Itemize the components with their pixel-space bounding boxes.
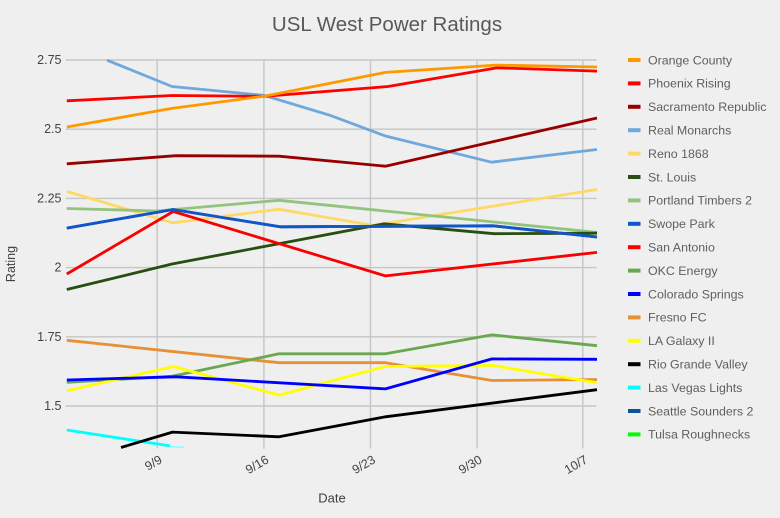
svg-text:Phoenix Rising: Phoenix Rising <box>648 77 731 91</box>
svg-text:2.5: 2.5 <box>44 122 61 136</box>
svg-text:Reno 1868: Reno 1868 <box>648 147 709 161</box>
svg-text:1.5: 1.5 <box>44 399 61 413</box>
svg-text:2.75: 2.75 <box>37 53 61 67</box>
svg-text:Portland Timbers 2: Portland Timbers 2 <box>648 194 752 208</box>
svg-text:St. Louis: St. Louis <box>648 170 696 184</box>
svg-text:Colorado Springs: Colorado Springs <box>648 287 744 301</box>
svg-text:Sacramento Republic: Sacramento Republic <box>648 100 766 114</box>
svg-text:Rating: Rating <box>4 246 18 282</box>
svg-text:1.75: 1.75 <box>37 330 61 344</box>
svg-text:Orange County: Orange County <box>648 53 733 67</box>
svg-text:USL West Power Ratings: USL West Power Ratings <box>272 13 502 36</box>
svg-text:Seattle Sounders 2: Seattle Sounders 2 <box>648 404 754 418</box>
svg-text:Tulsa Roughnecks: Tulsa Roughnecks <box>648 428 750 442</box>
svg-text:2.25: 2.25 <box>37 191 61 205</box>
svg-text:Date: Date <box>318 491 345 506</box>
svg-text:OKC Energy: OKC Energy <box>648 264 718 278</box>
svg-text:Real Monarchs: Real Monarchs <box>648 124 731 138</box>
svg-text:Rio Grande Valley: Rio Grande Valley <box>648 358 748 372</box>
svg-text:Fresno FC: Fresno FC <box>648 311 707 325</box>
svg-text:Swope Park: Swope Park <box>648 217 716 231</box>
svg-text:LA Galaxy II: LA Galaxy II <box>648 334 715 348</box>
svg-text:San Antonio: San Antonio <box>648 241 715 255</box>
svg-text:Las Vegas Lights: Las Vegas Lights <box>648 381 742 395</box>
svg-text:2: 2 <box>55 261 62 275</box>
